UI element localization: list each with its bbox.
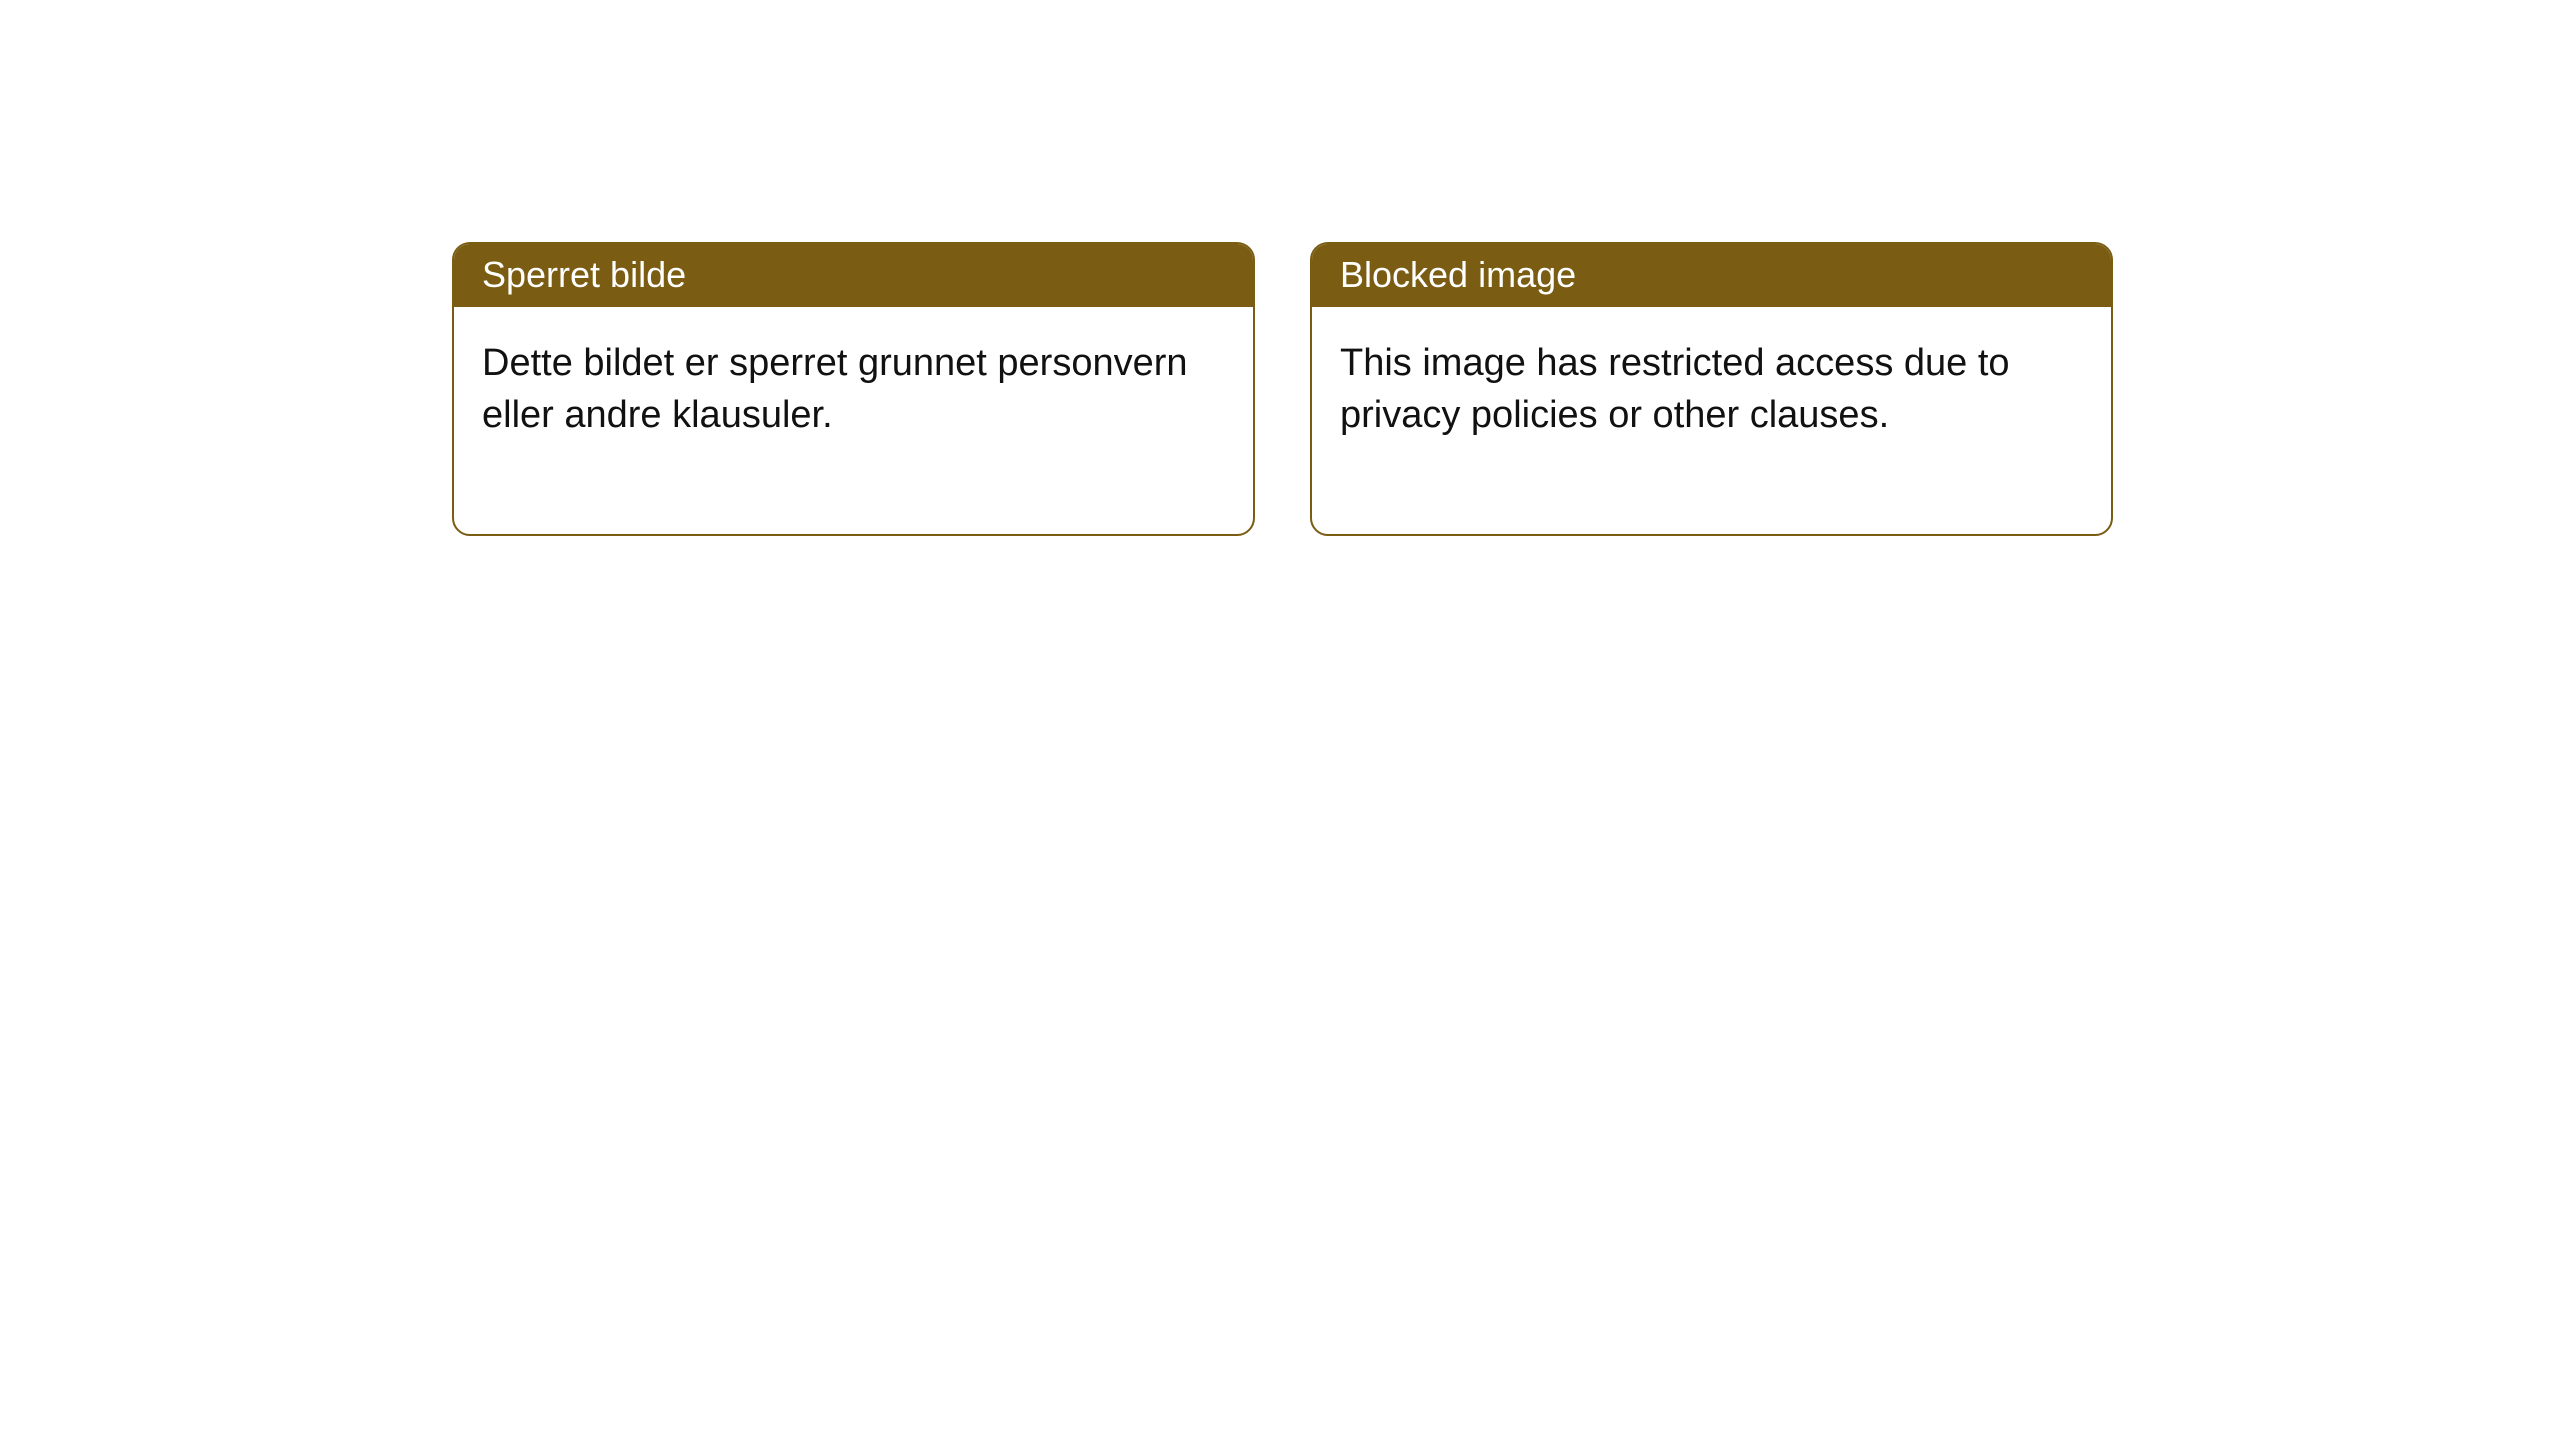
notice-body: Dette bildet er sperret grunnet personve… (454, 307, 1253, 534)
notice-container: Sperret bilde Dette bildet er sperret gr… (452, 242, 2113, 536)
notice-card-norwegian: Sperret bilde Dette bildet er sperret gr… (452, 242, 1255, 536)
notice-title: Blocked image (1312, 244, 2111, 307)
notice-title: Sperret bilde (454, 244, 1253, 307)
notice-body: This image has restricted access due to … (1312, 307, 2111, 534)
notice-card-english: Blocked image This image has restricted … (1310, 242, 2113, 536)
